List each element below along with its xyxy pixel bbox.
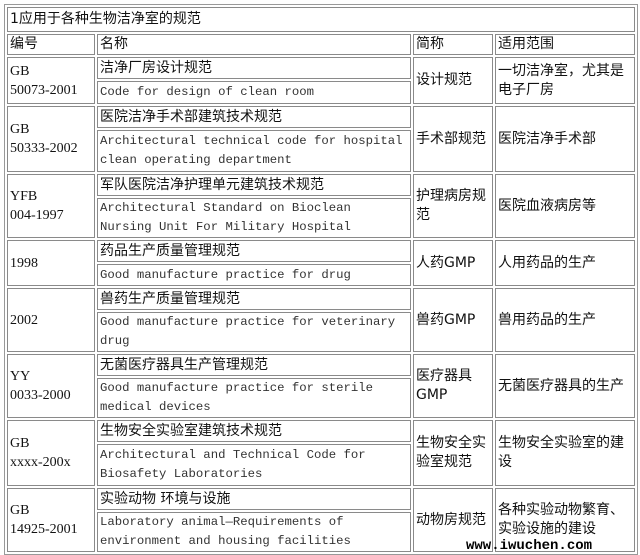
short-name: 生物安全实验室规范 (413, 420, 493, 486)
name-chinese: 兽药生产质量管理规范 (97, 288, 411, 310)
scope: 无菌医疗器具的生产 (495, 354, 636, 418)
code-prefix: YFB (10, 189, 38, 204)
name-english: Architectural technical code for hospita… (97, 130, 411, 172)
name-english: Architectural and Technical Code for Bio… (97, 444, 411, 486)
name-english: Architectural Standard on Bioclean Nursi… (97, 198, 411, 238)
short-name: 人药GMP (413, 240, 493, 286)
short-name: 设计规范 (413, 57, 493, 104)
name-chinese: 无菌医疗器具生产管理规范 (97, 354, 411, 376)
code-prefix: GB (10, 503, 30, 518)
table-row: YY 0033-2000 无菌医疗器具生产管理规范 Good manufacture… (7, 354, 636, 418)
header-short: 简称 (413, 34, 493, 55)
header-scope: 适用范围 (495, 34, 636, 55)
code-number: 14925-2001 (10, 522, 78, 537)
code-prefix: GB (10, 436, 30, 451)
code-number: 50073-2001 (10, 82, 78, 98)
standard-code: GB 14925-2001 (7, 488, 95, 552)
name-chinese: 洁净厂房设计规范 (97, 57, 411, 79)
standard-name: 军队医院洁净护理单元建筑技术规范 Architectural Standard o… (97, 174, 411, 238)
name-english: Good manufacture practice for drug (97, 264, 411, 286)
name-english: Laboratory animal—Requirements of enviro… (97, 512, 411, 552)
standard-code: GB xxxx-200x (7, 420, 95, 486)
code-number: xxxx-200x (10, 455, 71, 470)
standard-code: GB 50073-2001 (7, 57, 95, 104)
table-row: GB 50073-2001 洁净厂房设计规范 Code for design of … (7, 57, 636, 104)
name-chinese: 军队医院洁净护理单元建筑技术规范 (97, 174, 411, 196)
standard-code: 1998 (7, 240, 95, 286)
table-row: GB 14925-2001 实验动物 环境与设施 Laboratory animal… (7, 488, 636, 552)
table-title: 1应用于各种生物洁净室的规范 (7, 7, 636, 32)
name-chinese: 生物安全实验室建筑技术规范 (97, 420, 411, 442)
code-number: 50333-2002 (10, 141, 78, 156)
short-name: 兽药GMP (413, 288, 493, 352)
code-prefix: GB (10, 63, 30, 79)
short-name: 医疗器具GMP (413, 354, 493, 418)
table-row: 2002 兽药生产质量管理规范 Good manufacture practice… (7, 288, 636, 352)
code-prefix: 1998 (10, 255, 38, 271)
scope: 兽用药品的生产 (495, 288, 636, 352)
standards-table: 1应用于各种生物洁净室的规范 编号 名称 简称 适用范围 GB 50073-200… (4, 4, 639, 555)
standard-name: 兽药生产质量管理规范 Good manufacture practice for … (97, 288, 411, 352)
scope: 生物安全实验室的建设 (495, 420, 636, 486)
standard-name: 洁净厂房设计规范 Code for design of clean room (97, 57, 411, 104)
name-english: Good manufacture practice for veterinary… (97, 312, 411, 352)
table-row: 1998 药品生产质量管理规范 Good manufacture practice… (7, 240, 636, 286)
standard-name: 医院洁净手术部建筑技术规范 Architectural technical cod… (97, 106, 411, 172)
name-english: Code for design of clean room (97, 81, 411, 104)
table-row: YFB 004-1997 军队医院洁净护理单元建筑技术规范 Architectura… (7, 174, 636, 238)
standard-code: YY 0033-2000 (7, 354, 95, 418)
table-row: GB 50333-2002 医院洁净手术部建筑技术规范 Architectural … (7, 106, 636, 172)
scope: 人用药品的生产 (495, 240, 636, 286)
standard-name: 生物安全实验室建筑技术规范 Architectural and Technical… (97, 420, 411, 486)
standard-name: 无菌医疗器具生产管理规范 Good manufacture practice fo… (97, 354, 411, 418)
scope: 医院血液病房等 (495, 174, 636, 238)
header-name: 名称 (97, 34, 411, 55)
code-number: 004-1997 (10, 208, 64, 223)
scope: 一切洁净室，尤其是电子厂房 (495, 57, 636, 104)
standard-code: GB 50333-2002 (7, 106, 95, 172)
standard-code: YFB 004-1997 (7, 174, 95, 238)
name-english: Good manufacture practice for sterile me… (97, 378, 411, 418)
table-row: GB xxxx-200x 生物安全实验室建筑技术规范 Architectural a… (7, 420, 636, 486)
short-name: 护理病房规范 (413, 174, 493, 238)
code-number: 0033-2000 (10, 388, 71, 403)
watermark: www.iwuchen.com (466, 538, 593, 554)
header-code: 编号 (7, 34, 95, 55)
standard-name: 实验动物 环境与设施 Laboratory animal—Requirements… (97, 488, 411, 552)
name-chinese: 医院洁净手术部建筑技术规范 (97, 106, 411, 128)
standard-name: 药品生产质量管理规范 Good manufacture practice for … (97, 240, 411, 286)
code-prefix: GB (10, 122, 30, 137)
code-prefix: YY (10, 369, 31, 384)
code-prefix: 2002 (10, 312, 38, 328)
short-name: 手术部规范 (413, 106, 493, 172)
standard-code: 2002 (7, 288, 95, 352)
name-chinese: 实验动物 环境与设施 (97, 488, 411, 510)
name-chinese: 药品生产质量管理规范 (97, 240, 411, 262)
scope: 医院洁净手术部 (495, 106, 636, 172)
